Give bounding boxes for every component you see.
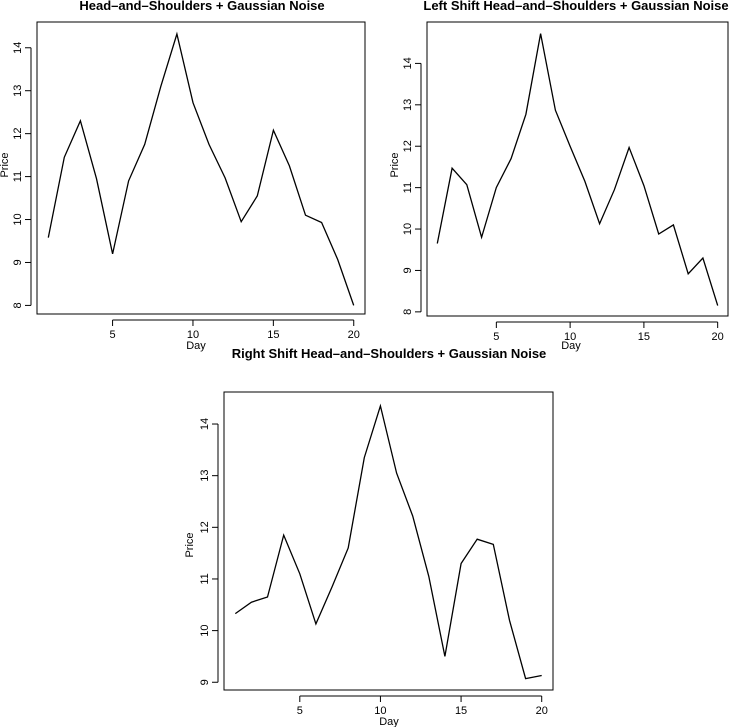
chart-panel-right-shift: Right Shift Head–and–Shoulders + Gaussia… [184,346,554,727]
x-tick-label: 10 [187,329,199,341]
y-tick-label: 12 [199,521,211,533]
chart-title: Right Shift Head–and–Shoulders + Gaussia… [232,346,547,361]
y-tick-label: 12 [12,128,24,140]
y-tick-label: 14 [402,57,414,69]
chart-panel-head-and-shoulders: Head–and–Shoulders + Gaussian Noise Day … [0,0,366,352]
y-tick-label: 8 [12,302,24,308]
y-tick-label: 13 [199,470,211,482]
y-tick-label: 11 [199,573,211,584]
y-axis-label: Price [184,532,196,557]
x-axis-label: Day [379,716,399,727]
y-tick-label: 13 [12,85,24,97]
series-line [234,403,542,680]
y-tick-label: 9 [199,679,211,685]
y-tick-label: 8 [402,309,414,315]
plot-frame [36,21,366,315]
x-tick-label: 20 [348,329,360,341]
y-tick-label: 10 [199,624,211,636]
x-axis-label: Day [186,340,206,352]
y-axis-label: Price [0,152,11,177]
chart-title: Left Shift Head–and–Shoulders + Gaussian… [423,0,728,13]
y-tick-label: 12 [402,140,414,152]
x-tick-label: 10 [564,331,576,343]
x-tick-label: 5 [297,705,303,717]
x-tick-label: 10 [374,705,386,717]
y-tick-label: 9 [12,259,24,265]
x-tick-label: 5 [110,329,116,341]
plot-frame [223,391,554,691]
x-tick-label: 15 [455,705,467,717]
y-tick-label: 10 [402,223,414,235]
y-tick-label: 10 [12,213,24,225]
x-tick-label: 15 [267,329,279,341]
series-line [436,33,719,306]
chart-panel-left-shift: Left Shift Head–and–Shoulders + Gaussian… [389,0,729,352]
y-tick-label: 13 [402,99,414,111]
x-tick-label: 20 [712,331,724,343]
y-axis-label: Price [389,152,401,177]
y-tick-label: 14 [199,418,211,430]
y-tick-label: 11 [402,182,414,193]
x-tick-label: 20 [536,705,548,717]
y-tick-label: 9 [402,267,414,273]
x-tick-label: 5 [493,331,499,343]
y-tick-label: 14 [12,42,24,54]
x-tick-label: 15 [638,331,650,343]
plot-frame [426,21,729,317]
chart-title: Head–and–Shoulders + Gaussian Noise [79,0,324,13]
series-line [47,31,355,306]
y-tick-label: 11 [12,171,24,182]
x-axis-label: Day [561,340,581,352]
